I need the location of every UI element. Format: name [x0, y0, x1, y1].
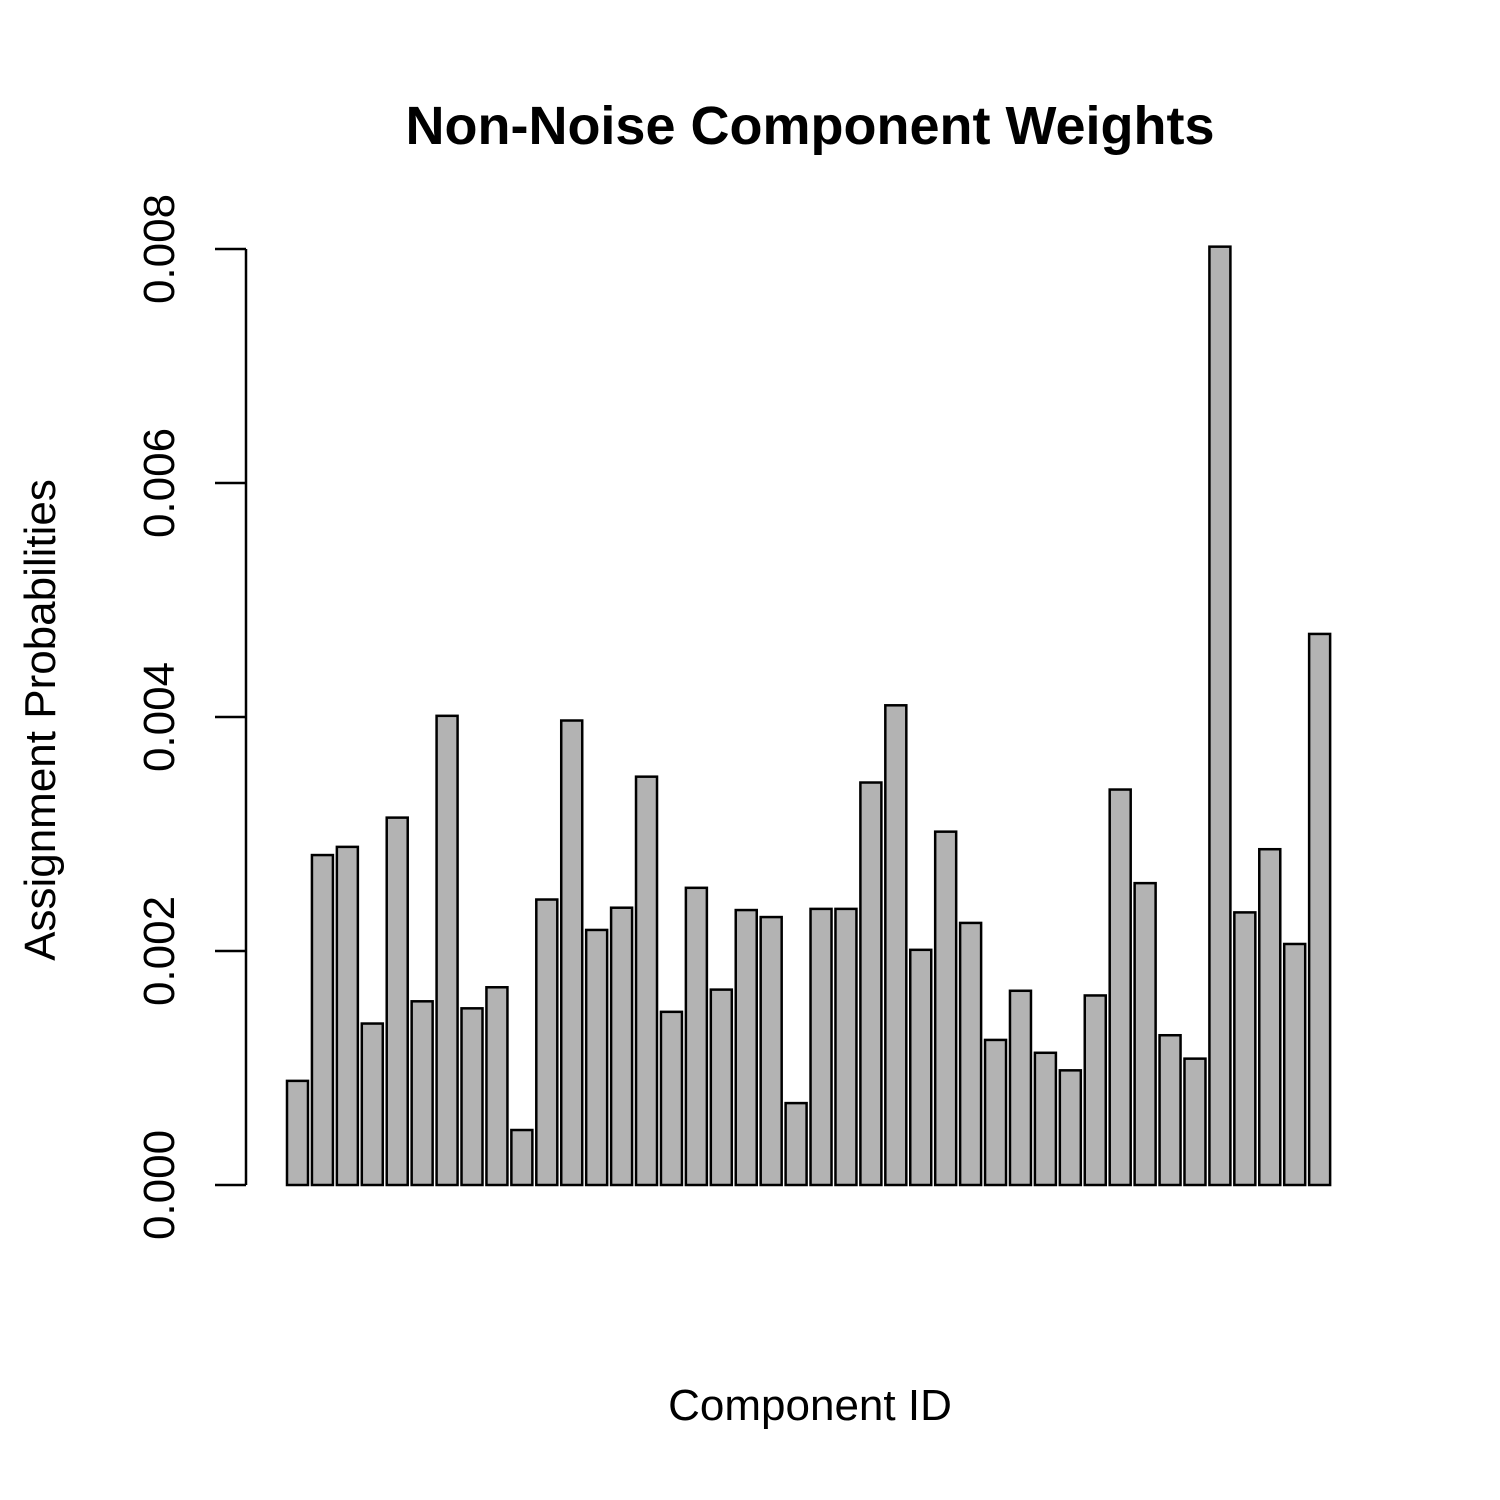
bar: [1108, 788, 1132, 1187]
bar: [983, 1038, 1008, 1187]
y-tick-label: 0.006: [135, 428, 184, 538]
bar: [834, 907, 858, 1187]
bar: [709, 988, 734, 1187]
x-axis-label: Component ID: [668, 1381, 952, 1430]
bar: [1033, 1051, 1058, 1187]
bar: [310, 853, 335, 1187]
chart-title: Non-Noise Component Weights: [406, 96, 1215, 156]
bar: [1282, 942, 1307, 1187]
bar: [1233, 911, 1257, 1187]
bar: [1208, 245, 1232, 1187]
bar: [1083, 994, 1108, 1187]
bar: [285, 1079, 310, 1187]
y-tick-label: 0.004: [135, 662, 184, 772]
bar: [1158, 1033, 1182, 1187]
bar: [460, 1007, 484, 1187]
bar: [933, 830, 958, 1187]
bar: [958, 921, 983, 1187]
y-axis-label: Assignment Probabilities: [16, 479, 65, 961]
bar: [909, 948, 933, 1187]
bar: [1258, 847, 1282, 1187]
bar: [759, 915, 783, 1187]
bar: [659, 1010, 684, 1187]
bar: [609, 906, 634, 1187]
bar: [535, 898, 559, 1187]
y-axis: 0.000 0.002 0.004 0.006 0.008: [135, 194, 248, 1240]
bar: [1058, 1069, 1083, 1187]
bar: [884, 704, 908, 1187]
bar: [435, 714, 459, 1187]
bars-group: [285, 245, 1332, 1187]
bar: [1133, 881, 1157, 1187]
y-tick-label: 0.000: [135, 1130, 184, 1240]
bar: [1183, 1057, 1207, 1187]
bar: [859, 781, 883, 1187]
bar: [510, 1128, 534, 1187]
bar: [809, 907, 833, 1187]
bar: [385, 816, 409, 1187]
bar: [734, 908, 758, 1187]
y-tick-label: 0.002: [135, 896, 184, 1006]
bar: [1307, 632, 1332, 1187]
y-tick-label: 0.008: [135, 194, 184, 304]
bar: [684, 886, 709, 1187]
bar: [584, 928, 609, 1187]
bar: [784, 1101, 808, 1187]
bar: [410, 1000, 434, 1187]
bar: [1008, 989, 1033, 1187]
bar: [485, 986, 509, 1187]
bar: [634, 775, 659, 1187]
bar: [360, 1022, 385, 1187]
bar: [335, 845, 360, 1187]
bar: [559, 719, 584, 1187]
